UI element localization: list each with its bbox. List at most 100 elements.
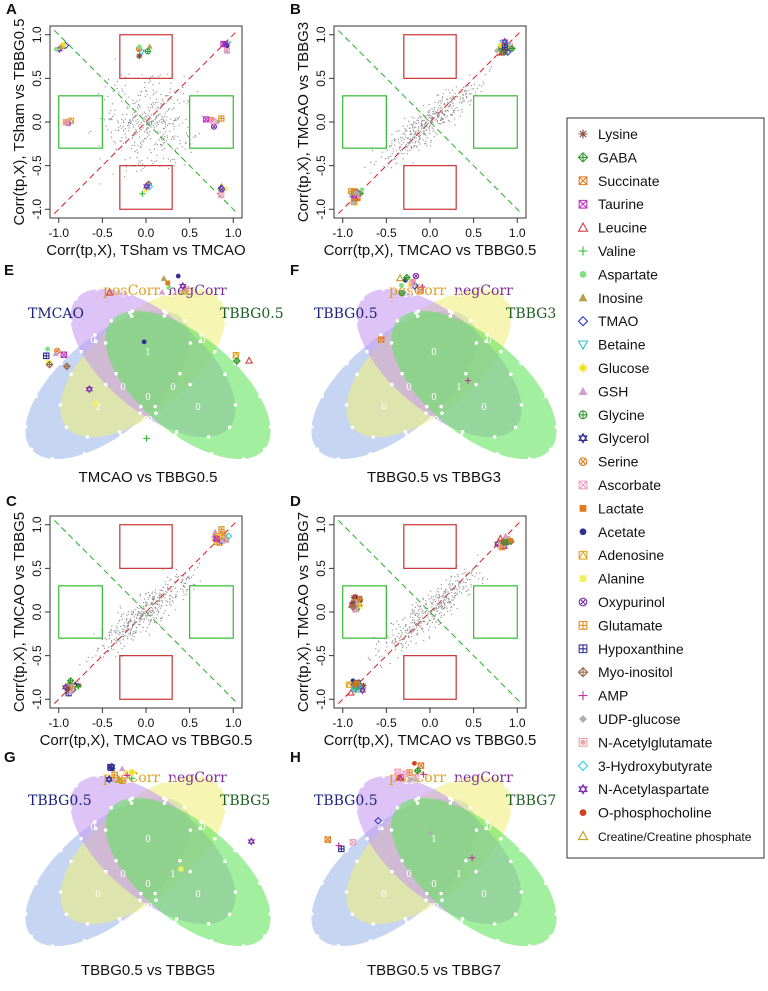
background-point — [390, 145, 392, 147]
background-point — [424, 121, 427, 123]
background-point — [444, 110, 446, 112]
background-point — [454, 92, 456, 95]
venn-edge-dot — [315, 447, 320, 452]
background-point — [381, 655, 383, 657]
venn-edge-dot — [199, 333, 203, 337]
venn-label-poscorr: posCorr — [103, 283, 160, 299]
background-point — [142, 120, 144, 122]
background-point — [137, 611, 139, 613]
background-point — [449, 101, 451, 103]
triangle-icon — [160, 275, 168, 281]
circle-x-ring — [222, 41, 229, 48]
background-point — [149, 80, 152, 82]
background-point — [188, 577, 191, 580]
background-point — [119, 632, 121, 634]
venn-edge-dot — [95, 774, 100, 778]
background-point — [161, 98, 163, 100]
background-point — [176, 577, 178, 579]
venn-edge-dot — [209, 939, 214, 943]
reference-line-green — [337, 29, 523, 215]
background-point — [136, 613, 139, 615]
background-point — [397, 138, 400, 141]
circle-x-icon — [413, 273, 419, 279]
background-point — [190, 576, 192, 578]
background-point — [155, 593, 157, 595]
background-point — [423, 640, 425, 642]
metabolite-point — [494, 48, 500, 54]
background-point — [388, 636, 390, 638]
legend-label: N-Acetylglutamate — [598, 734, 713, 750]
background-point — [471, 570, 473, 572]
background-point — [153, 103, 155, 105]
background-point — [166, 110, 168, 112]
background-point — [150, 103, 153, 105]
venn-edge-dot — [474, 828, 479, 832]
background-point — [139, 145, 141, 148]
background-point — [453, 597, 455, 599]
region-box-right — [189, 95, 234, 149]
background-point — [389, 146, 391, 148]
square-x-icon — [324, 836, 332, 843]
background-point — [414, 137, 416, 139]
background-point — [428, 114, 430, 116]
background-point — [394, 643, 396, 645]
background-point — [139, 123, 141, 125]
background-point — [411, 126, 414, 128]
legend-entry: N-Acetylaspartate — [578, 781, 709, 797]
square-x-icon — [349, 838, 357, 846]
background-point — [464, 94, 466, 96]
triangle-icon — [219, 537, 226, 544]
background-point — [438, 116, 440, 118]
diamond-plus-icon — [577, 666, 589, 678]
venn-edge-dot — [198, 339, 202, 344]
background-point — [185, 582, 187, 584]
background-point — [164, 122, 166, 124]
background-point — [179, 140, 181, 142]
background-point — [167, 95, 169, 97]
background-point — [173, 90, 175, 92]
venn-label-left: TMCAO — [28, 306, 84, 322]
background-point — [154, 112, 156, 114]
background-point — [442, 118, 444, 120]
background-point — [141, 613, 143, 615]
background-point — [411, 604, 414, 606]
dot-icon — [359, 187, 365, 192]
background-point — [398, 130, 400, 132]
venn-count-CD: 0 — [200, 336, 206, 346]
venn-edge-dot — [371, 435, 376, 439]
background-point — [154, 92, 156, 94]
background-point — [165, 126, 167, 128]
background-point — [450, 113, 452, 115]
background-point — [381, 666, 383, 668]
background-point — [140, 77, 142, 79]
background-point — [462, 573, 464, 575]
background-point — [428, 636, 430, 638]
background-point — [394, 640, 396, 642]
background-point — [110, 117, 112, 119]
background-point — [155, 589, 157, 591]
background-point — [152, 607, 154, 609]
background-point — [424, 115, 426, 117]
venn-edge-dot — [129, 314, 134, 318]
background-point — [130, 611, 133, 613]
metabolite-point — [203, 116, 210, 123]
background-point — [160, 93, 162, 95]
background-point — [143, 598, 146, 600]
background-point — [469, 93, 471, 95]
background-point — [145, 119, 147, 121]
background-point — [176, 596, 178, 598]
background-point — [436, 597, 438, 599]
venn-caption: TBBG0.5 vs TBBG7 — [367, 962, 501, 979]
background-point — [375, 160, 377, 163]
background-point — [418, 608, 420, 610]
background-point — [444, 589, 447, 591]
legend-label: Myo-inositol — [598, 664, 673, 680]
background-point — [117, 651, 119, 653]
background-point — [440, 102, 442, 104]
background-point — [145, 128, 148, 130]
venn-metabolite-point — [398, 289, 406, 297]
circle-x-icon — [579, 458, 587, 465]
background-point — [438, 605, 440, 607]
background-point — [155, 603, 157, 605]
background-point — [160, 600, 162, 602]
